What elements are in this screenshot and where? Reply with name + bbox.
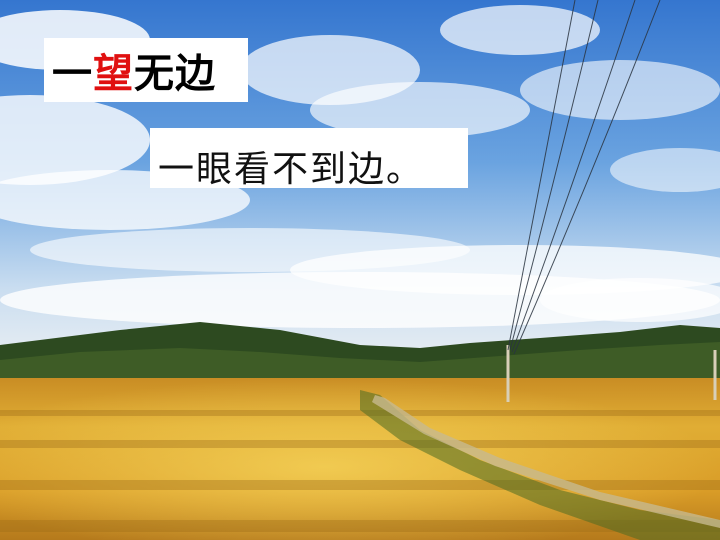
title-char-rest: 无边 [134,51,216,97]
field-rows [0,410,720,532]
vocabulary-word-title: 一望无边 [44,38,248,102]
near-tree-line [0,342,720,385]
title-char-highlighted: 望 [93,51,134,97]
clouds [0,5,720,328]
dirt-path [372,395,720,528]
definition-text: 一眼看不到边。 [158,149,425,190]
title-char-1: 一 [52,51,93,97]
power-lines [507,0,661,355]
utility-poles [506,345,717,402]
definition-background [150,128,468,188]
grass-strip [360,390,720,540]
